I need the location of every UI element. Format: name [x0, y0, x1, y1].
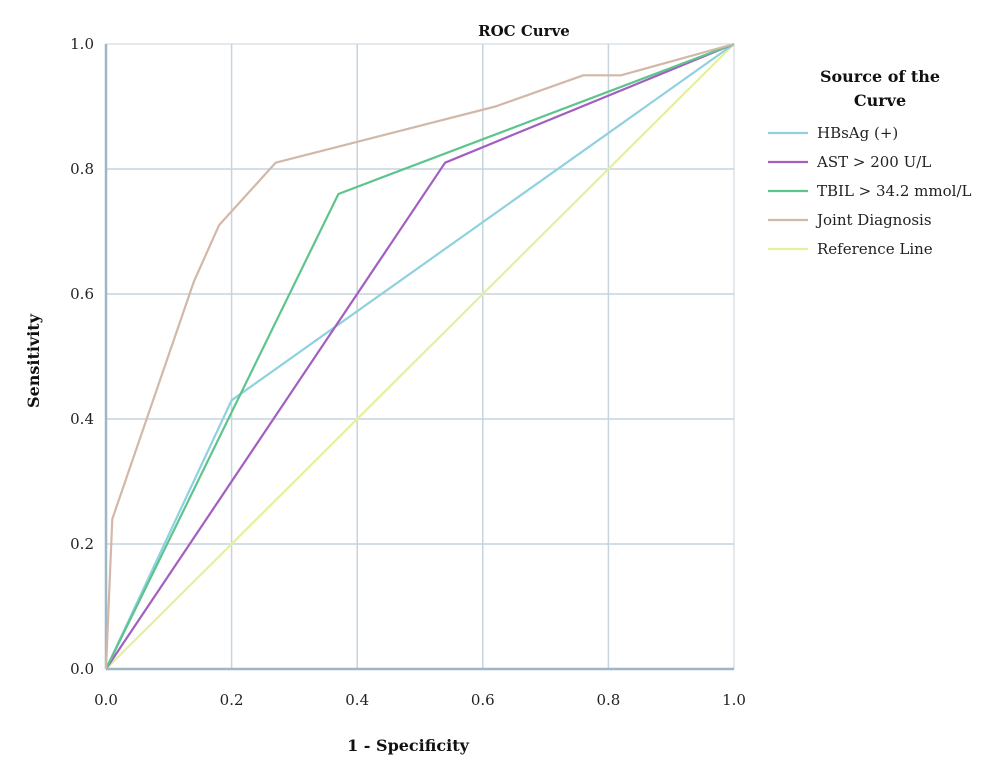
legend-label: Reference Line [817, 240, 933, 258]
legend-item: Joint Diagnosis [768, 211, 932, 229]
x-tick-label: 0.0 [94, 691, 118, 709]
series-line-joint-diagnosis [104, 42, 735, 670]
legend-title-line-2: Curve [854, 91, 906, 110]
y-tick-label: 0.8 [70, 160, 94, 178]
legend-items: HBsAg (+) AST > 200 U/L TBIL > 34.2 mmol/L… [768, 124, 972, 258]
x-tick-label: 0.4 [345, 691, 369, 709]
legend-item: Reference Line [768, 240, 933, 258]
legend-label: Joint Diagnosis [815, 211, 932, 229]
y-tick-label: 0.2 [70, 535, 94, 553]
x-tick-label: 0.6 [471, 691, 495, 709]
y-tick-label: 0.0 [70, 660, 94, 678]
legend-label: TBIL > 34.2 mmol/L [817, 182, 972, 200]
axes [104, 43, 735, 671]
x-tick-label: 1.0 [722, 691, 746, 709]
legend: Source of the Curve HBsAg (+) AST > 200 U… [768, 67, 972, 258]
y-tick-label: 1.0 [70, 35, 94, 53]
legend-label: HBsAg (+) [817, 124, 898, 142]
legend-label: AST > 200 U/L [816, 153, 931, 171]
series-line-ast-200-u-l [105, 42, 735, 670]
legend-item: HBsAg (+) [768, 124, 898, 142]
y-tick-label: 0.4 [70, 410, 94, 428]
legend-item: AST > 200 U/L [768, 153, 931, 171]
legend-item: TBIL > 34.2 mmol/L [768, 182, 972, 200]
x-tick-label: 0.8 [596, 691, 620, 709]
tick-labels: 0.0 0.2 0.4 0.6 0.8 1.0 0.0 0.2 0.4 0.6 0.8 1.0 [70, 35, 746, 709]
series-line-hbsag [105, 43, 735, 670]
y-axis-title: Sensitivity [24, 313, 43, 408]
chart-title: ROC Curve [478, 22, 570, 40]
y-tick-label: 0.6 [70, 285, 94, 303]
legend-title-line-1: Source of the [820, 67, 940, 86]
series-lines [104, 42, 735, 670]
series-line-tbil-34-2-mmol-l [105, 42, 735, 670]
series-line-reference-line [105, 43, 735, 670]
x-axis-title: 1 - Specificity [347, 736, 470, 755]
x-tick-label: 0.2 [220, 691, 244, 709]
